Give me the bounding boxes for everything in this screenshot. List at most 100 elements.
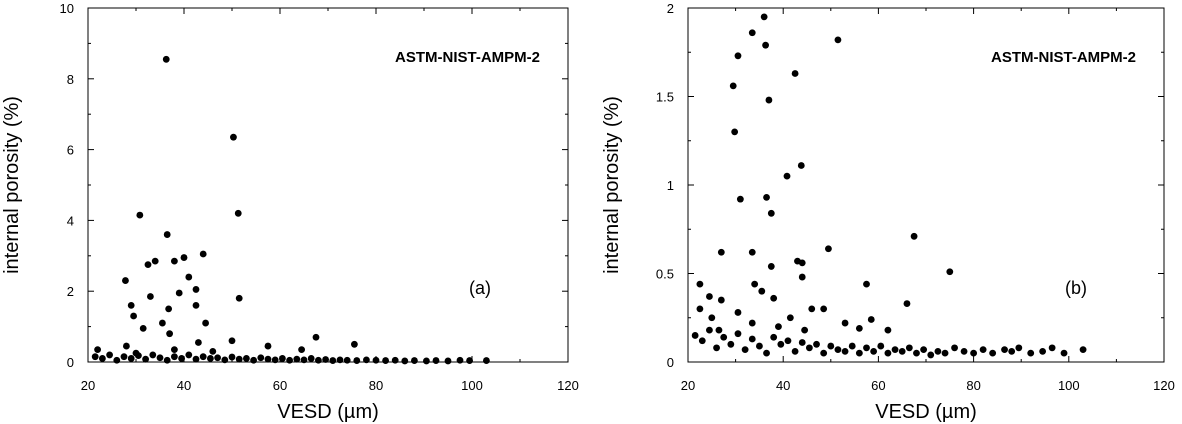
data-point bbox=[250, 356, 257, 364]
data-point bbox=[151, 257, 159, 265]
x-axis-label: VESD (µm) bbox=[277, 401, 379, 423]
data-point bbox=[927, 351, 935, 359]
data-point bbox=[913, 349, 920, 357]
data-point bbox=[756, 342, 763, 350]
data-point bbox=[841, 319, 849, 327]
data-point bbox=[207, 355, 214, 362]
data-point bbox=[286, 356, 293, 364]
data-point bbox=[734, 52, 742, 60]
chart-title: ASTM-NIST-AMPM-2 bbox=[991, 49, 1136, 66]
data-point bbox=[199, 250, 207, 258]
data-point bbox=[770, 294, 778, 302]
data-point bbox=[363, 356, 370, 364]
x-tick-label: 100 bbox=[461, 378, 483, 393]
data-point bbox=[382, 357, 389, 364]
data-point bbox=[798, 273, 806, 281]
data-point bbox=[195, 339, 202, 346]
data-point bbox=[1048, 344, 1056, 352]
data-point bbox=[734, 330, 742, 338]
data-point bbox=[791, 70, 799, 77]
data-point bbox=[142, 355, 150, 363]
data-point bbox=[156, 354, 164, 362]
data-point bbox=[243, 355, 250, 362]
data-point bbox=[720, 333, 728, 341]
y-axis-label: internal porosity (%) bbox=[1, 96, 23, 274]
data-point bbox=[343, 356, 351, 364]
data-point bbox=[920, 346, 928, 354]
data-point bbox=[312, 333, 320, 341]
data-point bbox=[767, 263, 775, 270]
y-tick-label: 2 bbox=[67, 284, 74, 299]
data-point bbox=[293, 355, 301, 363]
data-point bbox=[763, 193, 770, 201]
data-point bbox=[698, 337, 706, 345]
data-point bbox=[717, 248, 725, 256]
data-point bbox=[228, 337, 236, 345]
x-axis-label: VESD (µm) bbox=[875, 401, 977, 423]
data-point bbox=[166, 330, 174, 338]
data-point bbox=[298, 346, 305, 354]
data-point bbox=[163, 231, 171, 238]
data-point bbox=[1039, 347, 1047, 355]
data-point bbox=[135, 352, 142, 360]
data-point bbox=[235, 294, 243, 302]
data-point bbox=[786, 314, 794, 322]
data-point bbox=[903, 300, 911, 307]
data-point bbox=[264, 342, 272, 350]
data-point bbox=[706, 293, 713, 300]
data-point bbox=[444, 357, 452, 365]
data-point bbox=[741, 346, 749, 354]
y-axis-label: internal porosity (%) bbox=[601, 96, 623, 274]
data-point bbox=[715, 326, 723, 334]
data-point bbox=[731, 128, 739, 136]
panel-label: (b) bbox=[1065, 278, 1087, 298]
data-point bbox=[734, 309, 742, 316]
data-point bbox=[315, 356, 322, 364]
x-tick-label: 40 bbox=[177, 378, 191, 393]
data-point bbox=[171, 346, 178, 354]
data-point bbox=[214, 354, 222, 362]
data-point bbox=[970, 349, 977, 357]
data-point bbox=[228, 353, 236, 361]
data-point bbox=[706, 326, 713, 334]
data-point bbox=[760, 13, 768, 21]
data-point bbox=[106, 351, 113, 359]
data-point bbox=[94, 346, 101, 354]
y-tick-label: 1.5 bbox=[656, 90, 674, 105]
data-point bbox=[834, 36, 842, 44]
y-tick-label: 2 bbox=[667, 1, 674, 16]
data-point bbox=[775, 323, 782, 330]
data-point bbox=[353, 357, 361, 364]
data-point bbox=[209, 347, 217, 355]
data-point bbox=[411, 357, 418, 364]
x-tick-label: 80 bbox=[966, 378, 980, 393]
data-point bbox=[841, 347, 849, 355]
data-point bbox=[736, 195, 744, 203]
data-point bbox=[171, 353, 178, 361]
data-point bbox=[898, 347, 906, 355]
data-point bbox=[748, 335, 756, 343]
x-tick-label: 60 bbox=[273, 378, 287, 393]
data-point bbox=[884, 349, 892, 357]
data-point bbox=[951, 344, 958, 352]
data-point bbox=[798, 339, 806, 346]
data-point bbox=[180, 254, 188, 261]
data-point bbox=[784, 337, 792, 345]
panel-a: 20 40 60 80 100 120 0 2 4 6 8 10 VESD (µm) internal p… bbox=[1, 1, 579, 423]
data-point bbox=[783, 172, 791, 180]
data-point bbox=[432, 357, 440, 364]
data-point bbox=[329, 357, 337, 364]
data-point bbox=[372, 356, 380, 364]
data-point bbox=[960, 347, 968, 355]
data-point bbox=[820, 305, 828, 313]
data-point bbox=[175, 289, 183, 297]
data-point bbox=[946, 268, 954, 276]
data-point bbox=[91, 353, 99, 361]
data-point bbox=[391, 356, 399, 364]
data-point bbox=[221, 356, 229, 364]
data-point bbox=[758, 287, 766, 295]
data-point bbox=[727, 340, 735, 348]
data-point bbox=[767, 209, 775, 217]
panel-label: (a) bbox=[469, 278, 491, 298]
